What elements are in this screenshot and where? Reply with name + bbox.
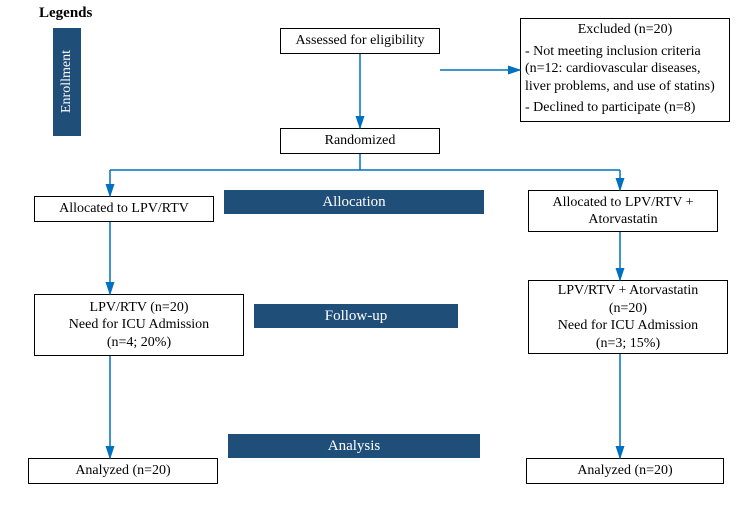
fu-left-l2: Need for ICU Admission — [69, 316, 209, 334]
box-followup-left: LPV/RTV (n=20) Need for ICU Admission (n… — [34, 294, 244, 356]
alloc-right-l1: Allocated to LPV/RTV + — [553, 194, 694, 212]
stage-analysis: Analysis — [228, 434, 480, 458]
fu-left-l1: LPV/RTV (n=20) — [90, 299, 189, 317]
legends-title: Legends — [39, 5, 92, 22]
box-analysis-left: Analyzed (n=20) — [28, 458, 218, 484]
box-alloc-right: Allocated to LPV/RTV + Atorvastatin — [528, 190, 718, 232]
stage-allocation: Allocation — [224, 190, 484, 214]
box-followup-right: LPV/RTV + Atorvastatin (n=20) Need for I… — [528, 280, 728, 354]
fu-left-l3: (n=4; 20%) — [107, 334, 171, 352]
fu-right-l1: LPV/RTV + Atorvastatin — [558, 282, 699, 300]
stage-enrollment: Enrollment — [53, 28, 81, 136]
box-assessed: Assessed for eligibility — [280, 28, 440, 54]
alloc-right-l2: Atorvastatin — [588, 211, 657, 229]
stage-followup: Follow-up — [254, 304, 458, 328]
box-excluded: Excluded (n=20) - Not meeting inclusion … — [520, 18, 730, 122]
excluded-line1: - Not meeting inclusion criteria (n=12: … — [525, 43, 725, 96]
box-randomized: Randomized — [280, 128, 440, 154]
excluded-line2: - Declined to participate (n=8) — [525, 99, 695, 117]
flowchart-canvas: Legends Enrollment Assessed for eligibil… — [0, 0, 751, 524]
fu-right-l3: Need for ICU Admission — [558, 317, 698, 335]
box-analysis-right: Analyzed (n=20) — [526, 458, 724, 484]
box-alloc-left: Allocated to LPV/RTV — [34, 196, 214, 222]
fu-right-l4: (n=3; 15%) — [596, 335, 660, 353]
excluded-title: Excluded (n=20) — [525, 21, 725, 39]
fu-right-l2: (n=20) — [609, 300, 647, 318]
